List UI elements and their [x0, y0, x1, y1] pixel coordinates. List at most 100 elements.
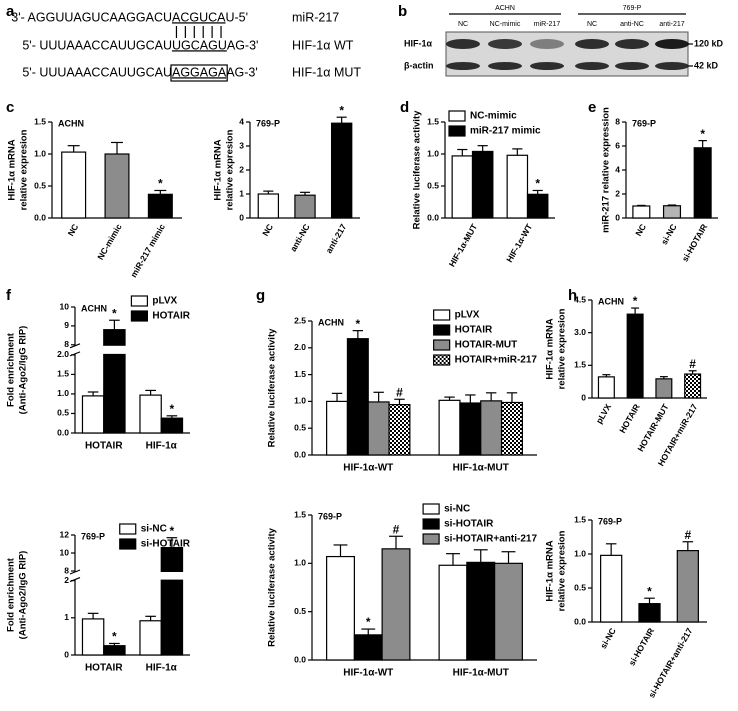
bar: [693, 147, 712, 219]
legend-swatch: [130, 310, 149, 322]
x-tick-label: HOTAIR: [85, 663, 123, 674]
y-axis-label: relative expresion: [225, 129, 236, 210]
mutation-box: [170, 64, 228, 82]
band: [615, 62, 649, 70]
y-tick-label: 1.5: [57, 369, 69, 379]
legend-label: si-HOTAIR+anti-217: [444, 534, 537, 545]
legend-label: si-HOTAIR: [444, 519, 494, 530]
y-tick-label: 0.0: [294, 654, 306, 664]
significance: #: [396, 385, 403, 399]
band: [530, 62, 564, 70]
bar: [600, 554, 623, 623]
size-label: 42 kD: [694, 60, 719, 70]
significance: *: [356, 317, 361, 331]
legend-label: HOTAIR-MUT: [455, 340, 518, 351]
sequence-site: ACGUCA: [172, 10, 226, 24]
y-tick-label: 1.0: [34, 148, 46, 158]
y-tick-label: 1.0: [574, 548, 586, 558]
sequence-part: 5'- UUUAAACCAUUGCAU: [22, 38, 172, 52]
y-tick-label: 1: [239, 188, 244, 198]
legend-swatch: [119, 523, 137, 535]
significance: *: [633, 294, 638, 308]
y-tick-label: 1.0: [427, 148, 439, 158]
y-axis-label: (Anti-Ago2/IgG RIP): [18, 551, 29, 640]
y-axis-label: Fold enrichment: [6, 332, 17, 407]
bar: [367, 401, 390, 456]
bar: [147, 193, 173, 219]
y-axis-label: relative expresion: [557, 308, 568, 389]
bar: [326, 555, 355, 661]
y-tick-label: 0: [64, 649, 69, 659]
band: [615, 39, 649, 49]
significance: *: [170, 402, 175, 416]
bar: [684, 373, 702, 399]
y-axis-label: HIF-1α mRNA: [213, 139, 224, 200]
bar: [506, 154, 529, 219]
y-tick-label: 0.0: [427, 212, 439, 222]
y-axis-label: HIF-1α mRNA: [545, 318, 556, 379]
bar: [632, 205, 651, 219]
panel-label: e: [588, 99, 596, 116]
bar: [626, 313, 644, 399]
bar: [139, 620, 162, 656]
y-axis-label: Fold enrichment: [6, 557, 17, 632]
bar: [103, 645, 126, 656]
bar: [451, 155, 474, 219]
y-tick-label: 1.5: [574, 514, 586, 524]
y-tick-label: 0.5: [574, 582, 586, 592]
sequence-part: 3'- AGGUUAGUCAAGGACU: [11, 10, 172, 24]
bar: [139, 394, 162, 434]
y-axis-label: Relative luciferase activity: [267, 527, 278, 647]
y-tick-label: 8: [615, 116, 620, 126]
lane-label: NC: [458, 21, 468, 28]
break-mark: [69, 343, 81, 349]
y-tick-label: 3.0: [574, 327, 586, 337]
y-tick-label: 1.5: [294, 509, 306, 519]
legend-swatch: [130, 295, 149, 307]
sequence-part: AG-3': [226, 65, 258, 79]
cell-line: ACHN: [495, 5, 515, 12]
y-tick-label: 2.5: [294, 315, 306, 325]
axis-break: [70, 572, 191, 580]
cell-line-note: ACHN: [81, 303, 107, 313]
bar: [81, 395, 105, 434]
x-tick-label: HIF-1α-WT: [343, 668, 393, 679]
break-mark: [69, 577, 81, 583]
y-tick-label: 12: [60, 529, 70, 539]
bar: [466, 561, 496, 661]
lane-label: NC-mimic: [490, 21, 521, 28]
y-tick-label: 2: [64, 575, 69, 585]
y-tick-label: 1.5: [34, 116, 46, 126]
protein-label: HIF-1α: [404, 38, 433, 48]
y-axis-label: HIF-1α mRNA: [7, 139, 18, 200]
sequence-part: U-5': [225, 10, 248, 24]
band: [655, 39, 689, 49]
legend-label: si-NC: [141, 524, 167, 535]
x-tick-label: HIF-1α-MUT: [453, 463, 509, 474]
y-tick-label: 2: [615, 188, 620, 198]
y-tick-label: 3: [239, 140, 244, 150]
y-tick-label: 8: [64, 339, 69, 349]
legend-swatch: [119, 538, 137, 550]
y-tick-label: 8: [64, 565, 69, 575]
bar: [494, 562, 523, 661]
band: [530, 39, 564, 49]
bar: [257, 193, 280, 219]
y-axis-label: relative expresion: [557, 530, 568, 611]
bar: [381, 548, 411, 661]
lane-label: miR-217: [534, 21, 561, 28]
significance: *: [535, 177, 540, 191]
bar: [330, 122, 353, 219]
bar: [294, 194, 316, 219]
bar: [61, 151, 87, 219]
bar: [326, 400, 349, 456]
legend-swatch: [422, 503, 440, 515]
sequence-name: miR-217: [292, 10, 339, 24]
significance: *: [112, 306, 117, 320]
significance: *: [339, 103, 344, 117]
legend-label: miR-217 mimic: [470, 126, 541, 137]
y-tick-label: 6: [615, 140, 620, 150]
y-tick-label: 0.0: [34, 212, 46, 222]
significance: *: [112, 630, 117, 644]
bar: [662, 205, 682, 219]
